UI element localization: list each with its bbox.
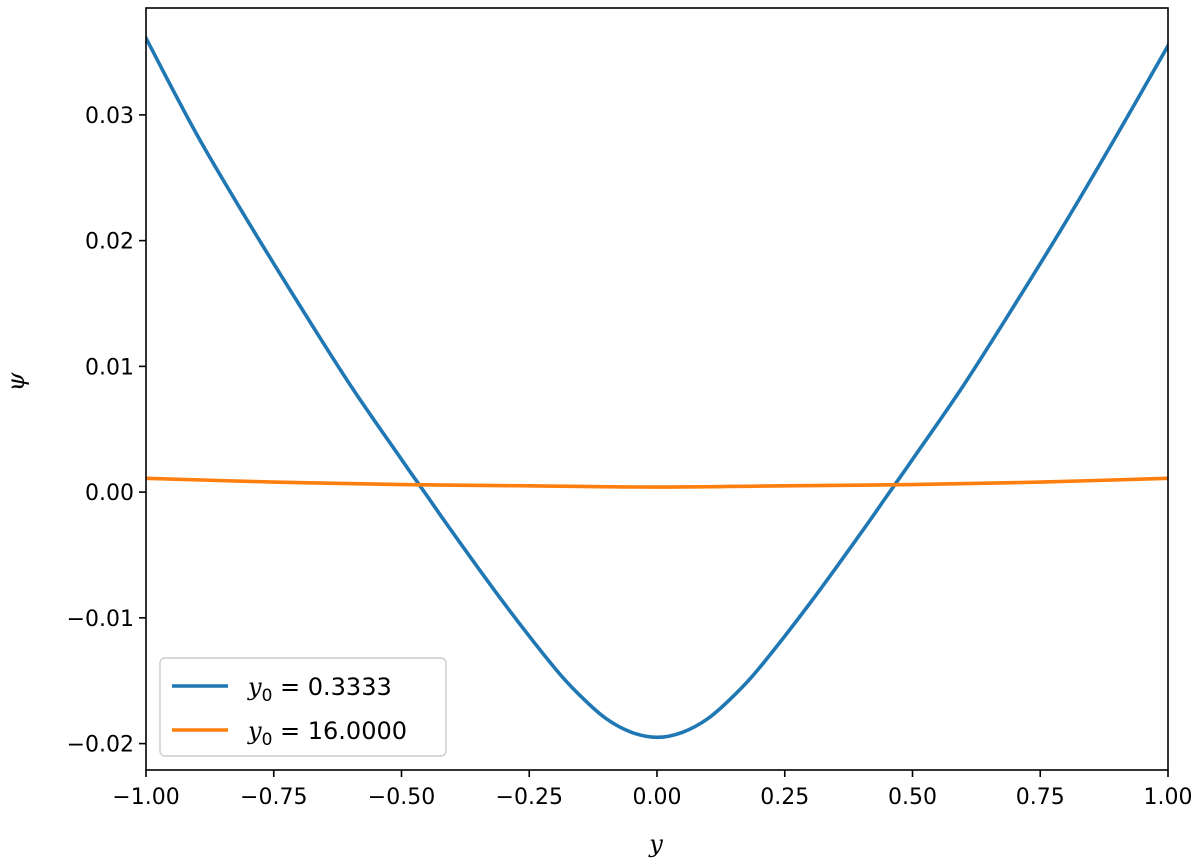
legend-var: y — [247, 717, 262, 745]
x-tick-label: 0.50 — [888, 785, 937, 810]
y-tick-label: −0.01 — [67, 607, 134, 632]
legend-value: = 16.0000 — [272, 717, 407, 745]
legend-subscript: 0 — [262, 686, 273, 706]
y-tick-label: 0.02 — [85, 230, 134, 255]
x-tick-label: 0.75 — [1016, 785, 1065, 810]
x-tick-label: 0.00 — [633, 785, 682, 810]
legend-label: y0 = 0.3333 — [247, 673, 392, 706]
y-tick-label: 0.01 — [85, 355, 134, 380]
legend-var: y — [247, 673, 262, 701]
legend-box — [159, 657, 447, 757]
plot-frame — [145, 7, 1169, 771]
x-axis-label: y — [648, 830, 663, 858]
legend-label: y0 = 16.0000 — [247, 717, 407, 750]
x-tick-label: −0.50 — [368, 785, 435, 810]
y-axis-label: ψ — [2, 371, 30, 391]
legend-subscript: 0 — [262, 730, 273, 750]
y-tick-label: −0.02 — [67, 733, 134, 758]
x-tick-label: −0.75 — [240, 785, 307, 810]
x-tick-label: 1.00 — [1144, 785, 1193, 810]
y-tick-label: 0.00 — [85, 481, 134, 506]
x-tick-label: −1.00 — [112, 785, 179, 810]
series-line-2 — [146, 476, 1168, 489]
x-tick-label: −0.25 — [496, 785, 563, 810]
series-line-1 — [146, 35, 1168, 740]
y-tick-label: 0.03 — [85, 104, 134, 129]
series-layer — [146, 35, 1168, 740]
legend-value: = 0.3333 — [272, 673, 391, 701]
axes-layer: −1.00 −0.75 −0.50 −0.25 0.00 0.25 0.50 0.75 1.00… — [67, 7, 1193, 810]
x-tick-label: 0.25 — [760, 785, 809, 810]
